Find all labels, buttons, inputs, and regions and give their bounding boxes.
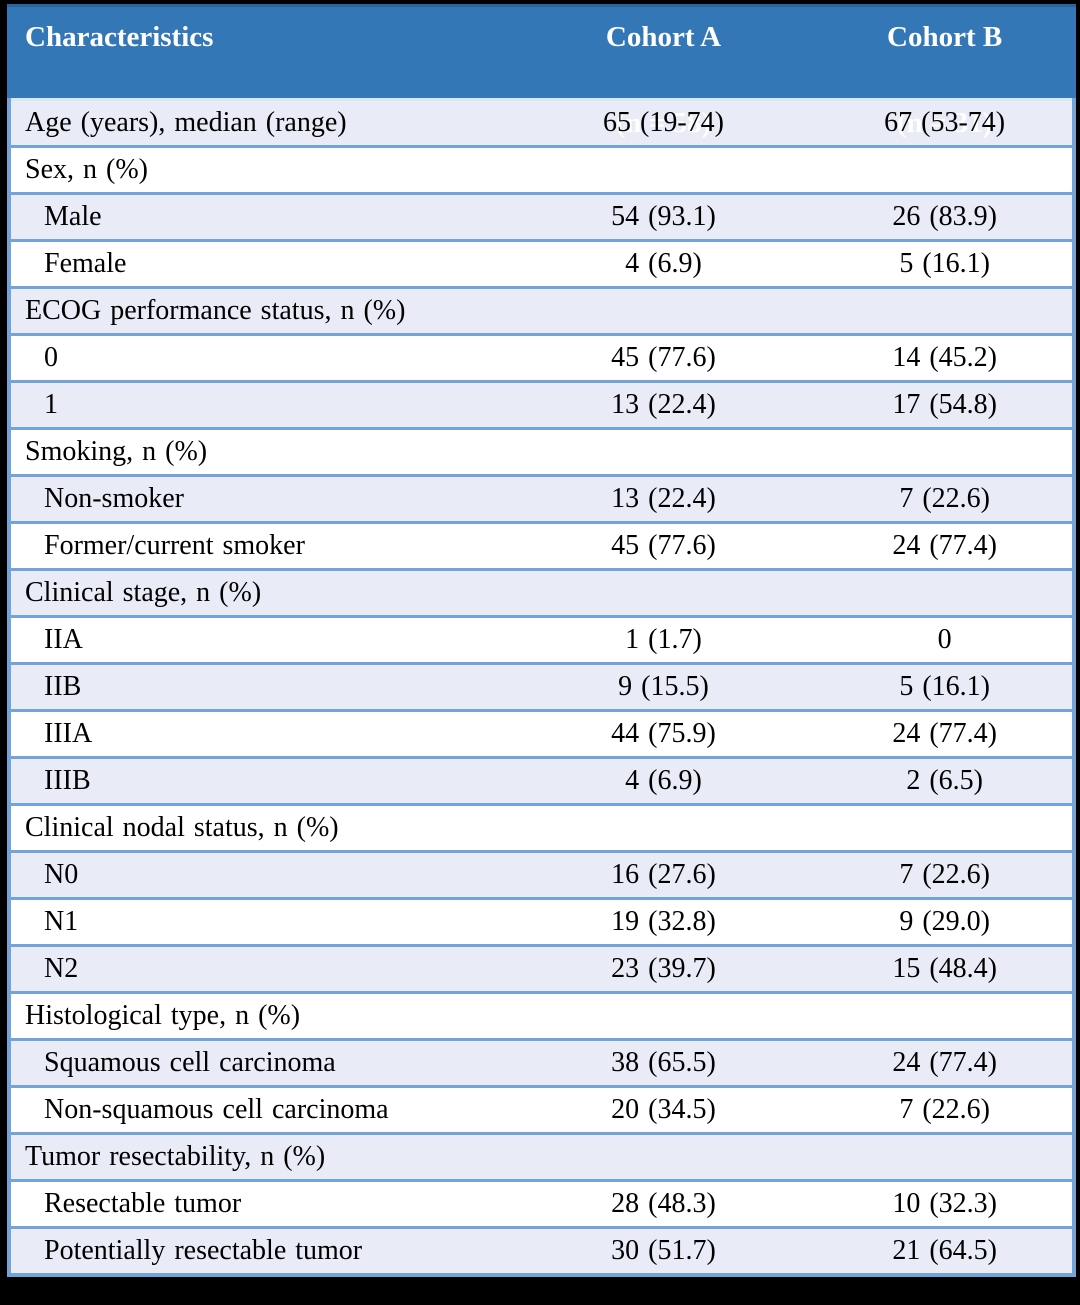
table-row: Former/current smoker 45 (77.6) 24 (77.4) <box>11 521 1072 568</box>
characteristics-table: Characteristics Cohort A (n = 58) Cohort … <box>7 4 1076 1277</box>
cohort-b-value: 7 (22.6) <box>899 1094 990 1125</box>
cohort-b-value: 24 (77.4) <box>892 718 997 749</box>
table-row: Clinical nodal status, n (%) <box>11 803 1072 850</box>
row-label-section: Sex, n (%) <box>25 154 148 185</box>
cohort-b-n: (n = 31) <box>896 107 993 139</box>
row-label-subitem: Squamous cell carcinoma <box>44 1047 336 1078</box>
row-label-subitem: IIIB <box>44 765 91 796</box>
cohort-a-value: 20 (34.5) <box>611 1094 716 1125</box>
cohort-a-value: 45 (77.6) <box>611 342 716 373</box>
cohort-b-value: 15 (48.4) <box>892 953 997 984</box>
row-label-subitem: 0 <box>44 342 58 373</box>
table-row: Resectable tumor 28 (48.3) 10 (32.3) <box>11 1179 1072 1226</box>
table-row: Non-smoker 13 (22.4) 7 (22.6) <box>11 474 1072 521</box>
table-row: Age (years), median (range) 65 (19-74) 67 … <box>11 98 1072 145</box>
table-row: N2 23 (39.7) 15 (48.4) <box>11 944 1072 991</box>
table-row: IIB 9 (15.5) 5 (16.1) <box>11 662 1072 709</box>
row-label-section: Tumor resectability, n (%) <box>25 1141 326 1172</box>
column-header-cohort-a: Cohort A (n = 58) <box>510 7 818 145</box>
cohort-a-value: 16 (27.6) <box>611 859 716 890</box>
cohort-a-value: 65 (19-74) <box>603 107 724 138</box>
table-row: N1 19 (32.8) 9 (29.0) <box>11 897 1072 944</box>
table-body: Age (years), median (range) 65 (19-74) 67 … <box>11 98 1072 1273</box>
row-label-subitem: IIIA <box>44 718 93 749</box>
row-label-subitem: Former/current smoker <box>44 530 305 561</box>
cohort-b-name: Cohort B <box>887 21 1003 53</box>
cohort-b-value: 24 (77.4) <box>892 1047 997 1078</box>
cohort-a-value: 44 (75.9) <box>611 718 716 749</box>
cohort-b-value: 17 (54.8) <box>892 389 997 420</box>
row-label-subitem: N2 <box>44 953 79 984</box>
cohort-b-value: 5 (16.1) <box>899 248 990 279</box>
cohort-a-value: 23 (39.7) <box>611 953 716 984</box>
row-label-section: Histological type, n (%) <box>25 1000 301 1031</box>
row-label-section: Smoking, n (%) <box>25 436 208 467</box>
row-label-subitem: IIB <box>44 671 82 702</box>
row-label-subitem: Non-smoker <box>44 483 184 514</box>
table-row: ECOG performance status, n (%) <box>11 286 1072 333</box>
table-row: 1 13 (22.4) 17 (54.8) <box>11 380 1072 427</box>
table-row: Potentially resectable tumor 30 (51.7) 21 … <box>11 1226 1072 1273</box>
cohort-b-value: 7 (22.6) <box>899 483 990 514</box>
cohort-b-value: 7 (22.6) <box>899 859 990 890</box>
cohort-a-value: 1 (1.7) <box>625 624 702 655</box>
table-row: Female 4 (6.9) 5 (16.1) <box>11 239 1072 286</box>
cohort-a-value: 54 (93.1) <box>611 201 716 232</box>
table-row: Histological type, n (%) <box>11 991 1072 1038</box>
row-label-subitem: Potentially resectable tumor <box>44 1235 363 1266</box>
cohort-b-value: 10 (32.3) <box>892 1188 997 1219</box>
column-header-characteristics: Characteristics <box>25 21 214 53</box>
row-label-subitem: 1 <box>44 389 58 420</box>
table-row: Male 54 (93.1) 26 (83.9) <box>11 192 1072 239</box>
cohort-b-value: 67 (53-74) <box>884 107 1006 138</box>
cohort-b-value: 9 (29.0) <box>899 906 990 937</box>
table-row: Smoking, n (%) <box>11 427 1072 474</box>
cohort-b-value: 21 (64.5) <box>892 1235 997 1266</box>
cohort-a-value: 9 (15.5) <box>618 671 709 702</box>
cohort-b-value: 5 (16.1) <box>899 671 990 702</box>
row-label-subitem: Male <box>44 201 102 232</box>
row-label-subitem: N0 <box>44 859 79 890</box>
row-label-subitem: Resectable tumor <box>44 1188 242 1219</box>
cohort-a-value: 4 (6.9) <box>625 248 702 279</box>
cohort-a-value: 13 (22.4) <box>611 389 716 420</box>
cohort-b-value: 24 (77.4) <box>892 530 997 561</box>
row-label-section: Clinical stage, n (%) <box>25 577 262 608</box>
cohort-b-value: 0 <box>937 624 952 655</box>
cohort-a-value: 45 (77.6) <box>611 530 716 561</box>
cohort-a-value: 38 (65.5) <box>611 1047 716 1078</box>
row-label-subitem: Non-squamous cell carcinoma <box>44 1094 389 1125</box>
cohort-a-value: 13 (22.4) <box>611 483 716 514</box>
cohort-b-value: 26 (83.9) <box>892 201 997 232</box>
table-row: Non-squamous cell carcinoma 20 (34.5) 7 (2… <box>11 1085 1072 1132</box>
table-header-row: Characteristics Cohort A (n = 58) Cohort … <box>7 4 1076 139</box>
table-row: N0 16 (27.6) 7 (22.6) <box>11 850 1072 897</box>
row-label-subitem: Female <box>44 248 127 279</box>
table-row: IIA 1 (1.7) 0 <box>11 615 1072 662</box>
cohort-b-value: 14 (45.2) <box>892 342 997 373</box>
row-label-section: Clinical nodal status, n (%) <box>25 812 339 843</box>
table-row: IIIA 44 (75.9) 24 (77.4) <box>11 709 1072 756</box>
table-row: Tumor resectability, n (%) <box>11 1132 1072 1179</box>
cohort-a-value: 4 (6.9) <box>625 765 702 796</box>
cohort-b-value: 2 (6.5) <box>906 765 983 796</box>
cohort-a-name: Cohort A <box>605 21 722 53</box>
row-label-section: Age (years), median (range) <box>25 107 347 138</box>
table-row: Squamous cell carcinoma 38 (65.5) 24 (77.4… <box>11 1038 1072 1085</box>
row-label-section: ECOG performance status, n (%) <box>25 295 406 326</box>
table-row: Sex, n (%) <box>11 145 1072 192</box>
cohort-a-n: (n = 58) <box>615 107 712 139</box>
table-row: IIIB 4 (6.9) 2 (6.5) <box>11 756 1072 803</box>
row-label-subitem: IIA <box>44 624 83 655</box>
row-label-subitem: N1 <box>44 906 79 937</box>
cohort-a-value: 19 (32.8) <box>611 906 716 937</box>
cohort-a-value: 28 (48.3) <box>611 1188 716 1219</box>
table-row: Clinical stage, n (%) <box>11 568 1072 615</box>
column-header-cohort-b: Cohort B (n = 31) <box>817 7 1072 145</box>
cohort-a-value: 30 (51.7) <box>611 1235 716 1266</box>
table-row: 0 45 (77.6) 14 (45.2) <box>11 333 1072 380</box>
